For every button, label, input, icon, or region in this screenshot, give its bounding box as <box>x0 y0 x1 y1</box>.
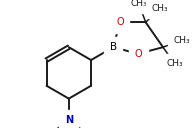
Text: B: B <box>110 42 117 52</box>
Text: O: O <box>116 17 124 27</box>
Text: O: O <box>134 49 142 59</box>
Text: N: N <box>65 115 73 125</box>
Text: CH₃: CH₃ <box>174 36 190 45</box>
Text: CH₃: CH₃ <box>166 59 183 68</box>
Text: CH₃: CH₃ <box>131 0 147 8</box>
Text: CH₃: CH₃ <box>152 4 168 13</box>
